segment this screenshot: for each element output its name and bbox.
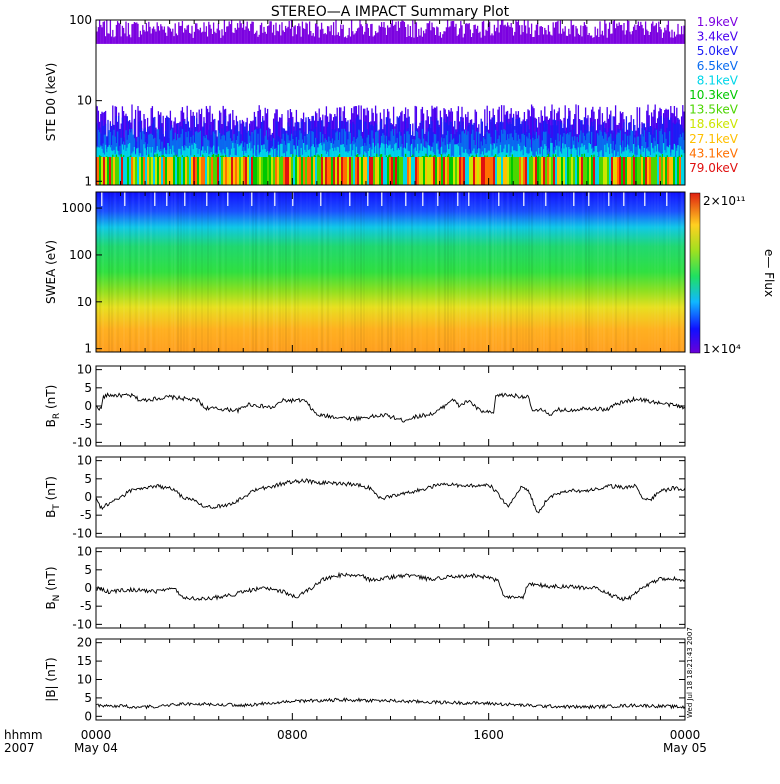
plot-title: STEREO—A IMPACT Summary Plot (271, 4, 510, 20)
ste-spectra (96, 20, 684, 185)
